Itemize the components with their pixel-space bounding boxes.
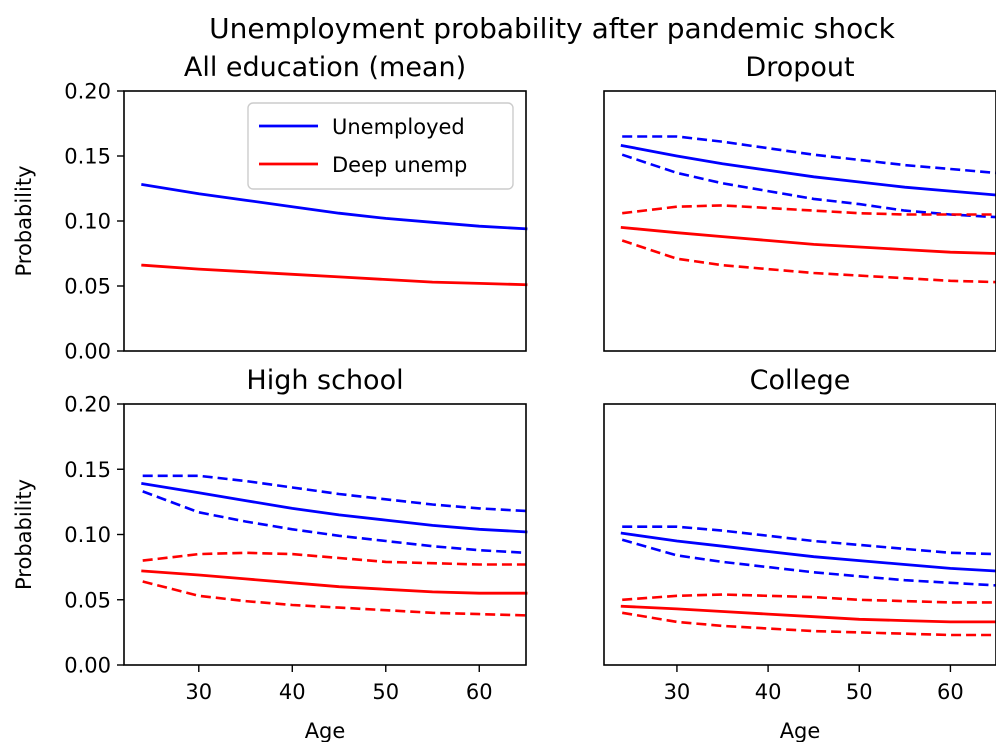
deep-unemp-line [620,604,996,624]
axes-frame [603,90,996,352]
legend-box [247,102,514,190]
unemployed-band-line [622,135,996,175]
unemployed-band-line [621,538,996,587]
deep-unemp-band-line [622,593,996,604]
unemployed-band-line [622,525,996,556]
subplot-4: College 30 40 50 60 Age [603,365,996,742]
x-tick-label: 60 [937,680,964,704]
y-tick-label: 0.00 [64,654,111,678]
x-tick-label: 50 [372,680,399,704]
subplot-2: Dropout [603,52,996,352]
y-axis-label: Probability [12,165,36,276]
y-tick-label: 0.15 [64,145,111,169]
subplot-title: Dropout [745,52,854,83]
unemployed-line [141,481,528,534]
axes-frame [603,403,996,666]
deep-unemp-band-line [142,580,527,617]
subplot-title: All education (mean) [184,52,466,83]
y-tick-label: 0.05 [64,588,111,612]
unemployed-band-line [142,490,527,555]
figure-title: Unemployment probability after pandemic … [209,12,895,45]
y-axis-label: Probability [12,479,36,590]
legend-label: Unemployed [332,115,465,139]
x-tick-label: 50 [846,680,873,704]
deep-unemp-band-line [142,551,526,566]
deep-unemp-line [141,263,528,287]
subplot-title: High school [246,365,403,396]
unemployed-band-line [621,153,996,219]
x-tick-label: 30 [664,680,691,704]
x-tick-label: 60 [466,680,493,704]
subplot-3: High school 0.00 0.05 0.10 0.15 0.20 30 40 50 60 P… [12,365,528,742]
subplot-title: College [750,365,851,396]
deep-unemp-band-line [621,239,996,284]
unemployed-band-line [142,474,527,513]
y-tick-label: 0.10 [64,210,111,234]
subplot-1: All education (mean) 0.00 0.05 0.10 0.15 0.20… [12,52,528,364]
y-tick-label: 0.05 [64,275,111,299]
y-tick-label: 0.20 [64,393,111,417]
deep-unemp-line [620,225,996,255]
x-tick-label: 40 [279,680,306,704]
legend-label: Deep unemp [332,153,467,177]
x-tick-label: 40 [755,680,782,704]
unemployed-line [620,531,996,573]
deep-unemp-line [141,569,528,595]
unemployed-line [141,182,528,231]
unemployed-line [620,143,996,197]
x-tick-label: 30 [185,680,212,704]
y-tick-label: 0.20 [64,80,111,104]
x-axis-label: Age [305,719,346,742]
y-tick-label: 0.00 [64,340,111,364]
legend: Unemployed Deep unemp [247,102,514,190]
y-tick-label: 0.10 [64,523,111,547]
y-tick-label: 0.15 [64,458,111,482]
x-axis-label: Age [780,719,821,742]
